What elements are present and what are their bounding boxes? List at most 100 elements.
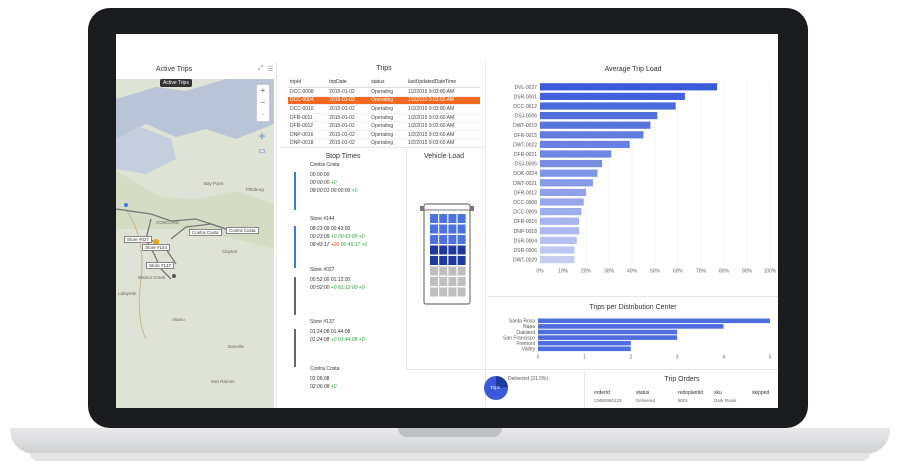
stop-status-bar (294, 172, 296, 210)
trips-table: tripId tripDate status lastUpdatedDateTi… (288, 77, 480, 149)
avg-trip-load-title: Average Trip Load (604, 66, 662, 73)
load-cell (439, 287, 448, 297)
cell: DCC-0008 (288, 87, 328, 97)
table-row[interactable]: DCC-0016 2015-01-02 Operating 1/2/2015 9:03… (288, 104, 480, 114)
x-tick-label: 50% (650, 268, 661, 274)
trips-col-header[interactable]: lastUpdatedDateTime (405, 77, 480, 88)
bar (540, 92, 685, 100)
load-cell (439, 266, 448, 276)
trip-status-pie[interactable] (482, 374, 510, 402)
map-stop-label[interactable]: Contra Costa (189, 229, 222, 236)
time-value: 00:52:00 (310, 277, 331, 283)
col-header[interactable]: orderId (594, 390, 610, 396)
time-value: +0 (330, 180, 337, 186)
map-stop-label[interactable]: Store #027 (124, 236, 153, 243)
cell: DCC-0004 (288, 96, 328, 106)
time-value: 01:12:00 +0 (337, 285, 365, 291)
dashboard-screen: Active Trips ⤢ ☰ Active Trips Bay Point … (116, 34, 778, 408)
bar (538, 329, 678, 335)
time-value: +20 (330, 242, 341, 248)
stop-time-line: 00:00:00 (310, 172, 329, 178)
divider (280, 147, 485, 148)
category-label: DSR-0006 (514, 248, 538, 254)
trips-col-header[interactable]: status (369, 77, 406, 88)
category-label: DWT-0020 (513, 258, 537, 264)
load-cell (430, 214, 438, 223)
map-place: Clayton (222, 249, 238, 254)
pan-icon[interactable]: ✛ (258, 132, 266, 141)
bar (540, 198, 584, 206)
category-label: Fremont (516, 341, 535, 347)
load-cell (430, 235, 438, 244)
table-row[interactable]: DCC-0008 2015-01-02 Operating 1/2/2015 9:03… (288, 87, 480, 97)
bar (540, 179, 593, 187)
zoom-out-button[interactable]: − (260, 98, 266, 107)
load-cell (457, 245, 466, 255)
load-cell (457, 256, 466, 265)
trips-col-header[interactable]: tripDate (327, 77, 370, 88)
map-place: Danville (228, 344, 245, 349)
compass-icon[interactable]: · (261, 110, 265, 119)
stop-time-line: 00:00:00 +0 (310, 180, 337, 186)
load-cell (439, 224, 448, 234)
bar (540, 227, 580, 235)
map-stop-label[interactable]: Store #144 (142, 244, 171, 251)
stop-time-line: 00:52:00 +0 01:12:00 +0 (310, 285, 365, 291)
map-stop-label[interactable]: Contra Costa (226, 227, 259, 234)
category-label: San Francisco (503, 335, 535, 341)
list-icon[interactable]: ☰ (267, 66, 274, 73)
table-row[interactable]: CMB0060133 Delivered 8001 Dark Roast (594, 398, 778, 403)
col-header[interactable]: redoplantId (678, 390, 704, 396)
table-row-selected[interactable]: DCC-0004 2015-01-02 Operating 1/2/2015 9:03… (288, 96, 480, 106)
category-label: DVL-0027 (514, 85, 537, 91)
category-label: DFR-0015 (514, 133, 537, 139)
map-place: San Ramon (211, 379, 235, 384)
map-stop-label[interactable]: Store #137 (146, 262, 175, 269)
trip-orders-title: Trip Orders (664, 376, 700, 383)
cell: 1/2/2015 9:03:60 AM (405, 113, 480, 123)
time-value: 02:06:08 (310, 376, 330, 382)
table-row[interactable]: DNP-0016 2015-01-02 Operating 1/2/2015 9:03… (288, 130, 480, 140)
load-cell (448, 277, 457, 286)
time-value: 00:52:00 (310, 285, 331, 291)
stop-time-line: 01:24:08 01:44:08 (310, 329, 350, 335)
stop-name: Contra Costa (310, 366, 340, 372)
load-cell (439, 214, 448, 223)
time-value: 00:00:00 (330, 188, 352, 194)
x-tick-label: 10% (558, 268, 569, 274)
x-tick-label: 100% (764, 268, 777, 274)
bar (540, 246, 575, 254)
active-trips-map[interactable]: Active Trips Bay Point Pittsburg CONCORD… (116, 79, 274, 408)
trips-col-header[interactable]: tripId (288, 77, 328, 88)
table-row[interactable]: DFR-0012 2015-01-02 Operating 1/2/2015 9:02… (288, 121, 480, 131)
load-cell (430, 224, 438, 234)
col-header[interactable]: skipped (752, 390, 770, 396)
bar (540, 150, 612, 158)
load-cell (430, 287, 438, 297)
zoom-in-button[interactable]: + (260, 86, 266, 95)
x-tick-label: 30% (604, 268, 615, 274)
bar (540, 121, 651, 129)
map-place: Walnut Creek (138, 275, 166, 280)
category-label: DCC-0012 (513, 104, 537, 110)
expand-icon[interactable]: ⤢ (258, 65, 264, 72)
trip-orders-header: orderId status redoplantId sku skipped (594, 390, 778, 396)
comment-icon[interactable]: ▭ (258, 146, 266, 155)
col-header[interactable]: sku (714, 390, 722, 396)
avg-trip-load-chart[interactable]: 0% 10% 20% 30% 40% 50% 60% 70% 80% 90% 100% DVL-002… (488, 78, 778, 293)
time-value: 01:44:08 (330, 329, 351, 335)
table-row[interactable]: DFR-0011 2015-01-02 Operating 1/2/2015 9:03… (288, 113, 480, 123)
cell: DCC-0016 (288, 104, 328, 114)
time-value: 00:00:00 (310, 180, 331, 186)
col-header[interactable]: status (636, 390, 650, 396)
bar (540, 140, 630, 148)
bar (540, 102, 676, 110)
time-value: +0 (330, 337, 338, 343)
category-label: DCC-0008 (513, 200, 537, 206)
vehicle-diagram (420, 203, 474, 305)
stop-time-line: 02:06:08 +0 (310, 384, 337, 390)
category-label: DSJ-0006 (515, 114, 537, 120)
map-place: CONCORD (156, 220, 180, 225)
time-value: 01:24:08 (310, 329, 331, 335)
